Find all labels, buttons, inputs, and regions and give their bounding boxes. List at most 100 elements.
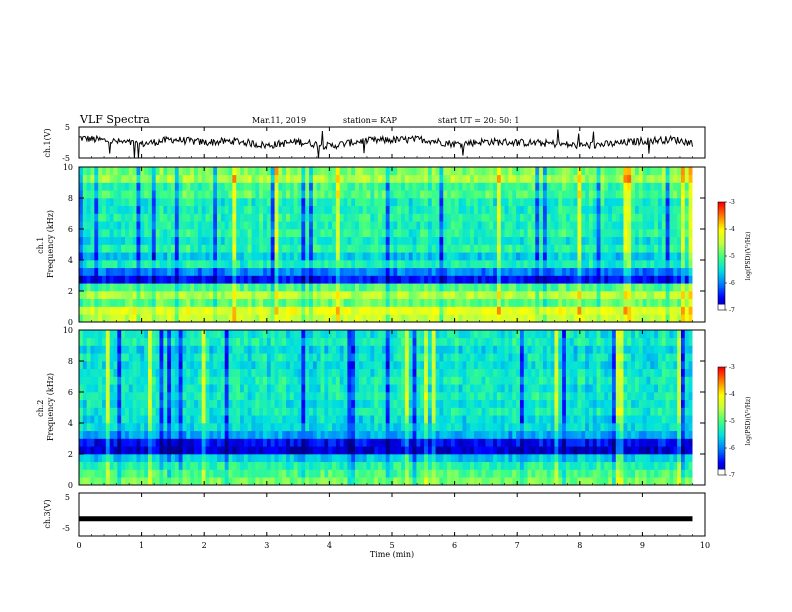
spectrogram-cell bbox=[435, 260, 440, 269]
spectrogram-cell bbox=[619, 291, 624, 300]
spectrogram-cell bbox=[642, 423, 647, 432]
spectrogram-cell bbox=[190, 252, 195, 261]
spectrogram-cell bbox=[680, 198, 686, 207]
spectrogram-cell bbox=[569, 252, 575, 261]
spectrogram-cell bbox=[140, 399, 145, 408]
spectrogram-cell bbox=[82, 298, 88, 307]
spectrogram-cell bbox=[592, 236, 598, 245]
spectrogram-cell bbox=[140, 306, 145, 315]
spectrogram-cell bbox=[159, 236, 164, 245]
spectrogram-cell bbox=[297, 283, 302, 292]
spectrogram-cell bbox=[309, 198, 314, 207]
spectrogram-cell bbox=[634, 469, 640, 478]
spectrogram-cell bbox=[565, 430, 571, 439]
spectrogram-cell bbox=[535, 469, 540, 478]
spectrogram-cell bbox=[132, 461, 137, 470]
spectrogram-cell bbox=[378, 182, 383, 191]
spectrogram-cell bbox=[531, 221, 536, 230]
spectrogram-cell bbox=[485, 415, 490, 424]
spectrogram-cell bbox=[370, 399, 375, 408]
spectrogram-cell bbox=[282, 291, 287, 300]
spectrogram-cell bbox=[485, 190, 490, 199]
spectrogram-cell bbox=[435, 167, 440, 176]
spectrogram-cell bbox=[167, 167, 172, 176]
spectrogram-cell bbox=[684, 182, 690, 191]
spectrogram-cell bbox=[125, 198, 130, 207]
spectrogram-cell bbox=[347, 399, 352, 408]
spectrogram-cell bbox=[473, 477, 479, 486]
spectrogram-cell bbox=[608, 298, 613, 307]
spectrogram-cell bbox=[447, 298, 452, 307]
spectrogram-cell bbox=[324, 260, 329, 269]
spectrogram-cell bbox=[496, 205, 502, 214]
spectrogram-cell bbox=[562, 446, 567, 455]
spectrogram-cell bbox=[646, 190, 651, 199]
spectrogram-cell bbox=[408, 454, 413, 463]
spectrogram-cell bbox=[362, 198, 367, 207]
spectrogram-cell bbox=[171, 314, 176, 323]
spectrogram-cell bbox=[431, 306, 436, 315]
spectrogram-cell bbox=[301, 314, 306, 323]
spectrogram-cell bbox=[324, 283, 329, 292]
spectrogram-cell bbox=[416, 182, 421, 191]
spectrogram-cell bbox=[251, 167, 256, 176]
spectrogram-cell bbox=[573, 283, 578, 292]
spectrogram-cell bbox=[504, 291, 509, 300]
spectrogram-cell bbox=[190, 477, 195, 486]
spectrogram-cell bbox=[604, 174, 609, 183]
spectrogram-cell bbox=[182, 306, 187, 315]
spectrogram-cell bbox=[673, 399, 678, 408]
spectrogram-cell bbox=[489, 314, 494, 323]
spectrogram-cell bbox=[573, 298, 578, 307]
spectrogram-cell bbox=[159, 167, 164, 176]
spectrogram-cell bbox=[627, 461, 632, 470]
spectrogram-cell bbox=[324, 205, 329, 214]
spectrogram-cell bbox=[186, 454, 191, 463]
spectrogram-cell bbox=[351, 314, 356, 323]
spectrogram-cell bbox=[470, 306, 475, 315]
spectrogram-cell bbox=[194, 229, 199, 238]
spectrogram-cell bbox=[412, 314, 417, 323]
spectrogram-cell bbox=[301, 430, 306, 439]
spectrogram-cell bbox=[148, 291, 153, 300]
spectrogram-cell bbox=[604, 267, 609, 276]
spectrogram-cell bbox=[351, 461, 356, 470]
spectrogram-cell bbox=[401, 298, 406, 307]
spectrogram-cell bbox=[619, 423, 624, 432]
spectrogram-cell bbox=[274, 213, 279, 222]
spectrogram-cell bbox=[581, 438, 586, 447]
spectrogram-cell bbox=[121, 236, 126, 245]
spectrogram-cell bbox=[178, 415, 183, 424]
spectrogram-cell bbox=[255, 198, 260, 207]
spectrogram-cell bbox=[539, 399, 544, 408]
spectrogram-cell bbox=[642, 167, 647, 176]
spectrogram-cell bbox=[439, 314, 444, 323]
spectrogram-cell bbox=[182, 190, 187, 199]
spectrogram-cell bbox=[619, 267, 624, 276]
spectrogram-cell bbox=[167, 213, 172, 222]
spectrogram-cell bbox=[519, 454, 525, 463]
spectrogram-cell bbox=[347, 182, 352, 191]
spectrogram-cell bbox=[301, 244, 306, 253]
spectrogram-cell bbox=[220, 477, 226, 486]
spectrogram-cell bbox=[297, 314, 302, 323]
spectrogram-cell bbox=[159, 260, 164, 269]
spectrogram-cell bbox=[289, 229, 295, 238]
spectrogram-cell bbox=[684, 298, 690, 307]
spectrogram-cell bbox=[646, 167, 651, 176]
spectrogram-cell bbox=[408, 314, 413, 323]
spectrogram-cell bbox=[232, 461, 237, 470]
spectrogram-cell bbox=[301, 423, 306, 432]
spectrogram-cell bbox=[205, 174, 210, 183]
spectrogram-cell bbox=[592, 438, 598, 447]
spectrogram-cell bbox=[378, 275, 383, 284]
spectrogram-cell bbox=[102, 190, 107, 199]
spectrogram-cell bbox=[450, 221, 456, 230]
spectrogram-cell bbox=[531, 190, 536, 199]
spectrogram-cell bbox=[90, 213, 95, 222]
spectrogram-cell bbox=[493, 190, 498, 199]
spectrogram-cell bbox=[151, 221, 157, 230]
spectrogram-cell bbox=[247, 167, 252, 176]
spectrogram-cell bbox=[615, 477, 621, 486]
spectrogram-cell bbox=[489, 298, 494, 307]
